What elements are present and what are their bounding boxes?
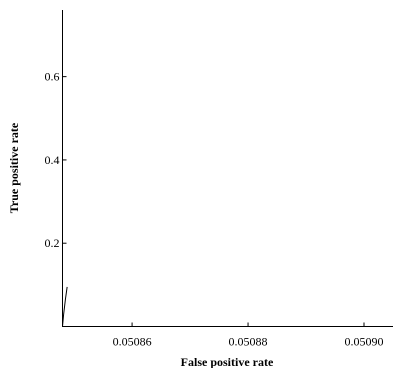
x-tick-label: 0.05088 — [229, 335, 268, 349]
x-tick-label: 0.05090 — [345, 335, 384, 349]
x-axis-title: False positive rate — [181, 355, 274, 368]
roc-curve-line — [62, 286, 68, 327]
series-layer — [62, 286, 68, 327]
x-tick-label: 0.05086 — [113, 335, 152, 349]
y-tick-label: 0.6 — [45, 70, 60, 84]
y-axis-title: True positive rate — [7, 122, 21, 213]
plot-area — [62, 10, 393, 327]
y-tick-label: 0.2 — [45, 236, 60, 250]
y-tick-label: 0.4 — [45, 153, 60, 167]
x-axis-ticks: 0.05086 0.05088 0.05090 — [113, 322, 384, 349]
y-axis-ticks: 0.2 0.4 0.6 — [45, 70, 67, 250]
